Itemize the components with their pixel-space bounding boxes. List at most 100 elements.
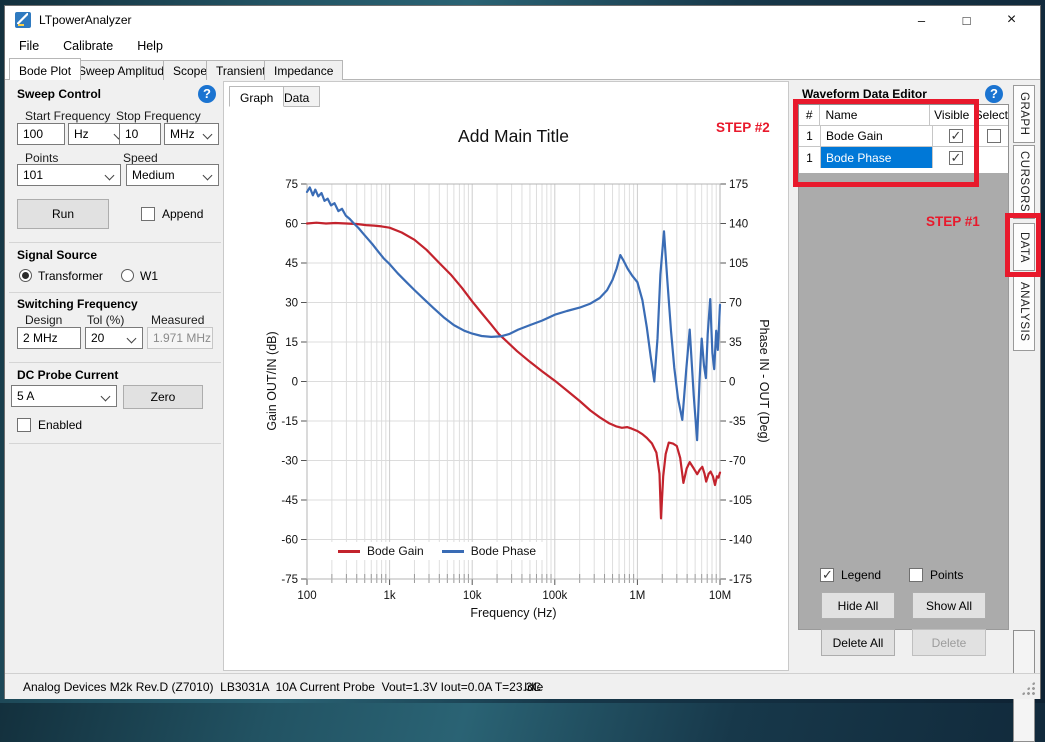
side-tab-data[interactable]: DATA [1013,223,1035,271]
tab-bode-plot[interactable]: Bode Plot [9,58,82,80]
close-icon[interactable]: × [1006,11,1017,28]
svg-text:140: 140 [729,219,748,231]
title-bar: LTpowerAnalyzer – □ × [5,6,1040,34]
svg-text:15: 15 [285,337,298,349]
row1-select-checkbox[interactable] [986,129,1001,143]
svg-text:10k: 10k [463,590,482,602]
menu-help[interactable]: Help [137,39,163,53]
y-axis-label-right: Phase IN - OUT (Deg) [757,319,771,443]
tab-graph[interactable]: Graph [229,86,285,107]
resize-grip-icon[interactable] [1020,680,1036,696]
svg-text:-140: -140 [729,535,752,547]
content-area: Sweep Control ? Start Frequency Stop Fre… [5,80,1041,742]
zero-button[interactable]: Zero [123,385,203,409]
delete-all-button[interactable]: Delete All [821,629,895,656]
tab-scope[interactable]: Scope [163,60,218,80]
bode-chart: 100 1k 10k 100k 1M 10M 75 60 45 30 15 0 -15 -30 -45 -60… [281,179,752,602]
switching-frequency-title: Switching Frequency [17,297,138,311]
speed-select[interactable]: Medium [126,164,219,186]
dc-current-select[interactable]: 5 A [11,385,117,407]
side-tab-graph[interactable]: GRAPH [1013,85,1035,143]
svg-text:10M: 10M [709,590,731,602]
menu-calibrate[interactable]: Calibrate [63,39,114,53]
chart-legend: Bode Gain Bode Phase [330,542,545,560]
svg-text:175: 175 [729,179,748,191]
minimize-icon[interactable]: – [917,12,926,28]
chart-title: Add Main Title [458,126,569,146]
points-checkbox[interactable] [909,568,923,582]
tab-data[interactable]: Data [273,86,321,107]
points-label: Points [25,151,59,165]
append-checkbox[interactable] [141,207,155,221]
step1-annotation-rect [1005,213,1041,277]
stop-frequency-input[interactable]: 10 [119,123,161,145]
svg-text:30: 30 [285,298,298,310]
tab-sweep-amplitude[interactable]: Sweep Amplitude [68,60,181,80]
svg-text:-175: -175 [729,574,752,586]
measured-field: 1.971 MHz [147,327,213,349]
tab-impedance[interactable]: Impedance [264,60,344,80]
delete-button[interactable]: Delete [912,629,986,656]
measured-label: Measured [151,313,205,327]
hide-all-button[interactable]: Hide All [821,592,895,619]
legend-phase-label: Bode Phase [470,544,537,558]
speed-label: Speed [123,151,158,165]
maximize-icon[interactable]: □ [962,12,971,28]
start-frequency-unit-select[interactable]: Hz [68,123,130,145]
transformer-radio[interactable] [19,269,32,282]
svg-text:0: 0 [729,377,735,389]
step1-annotation: STEP #1 [926,214,980,229]
col-num: # [799,105,821,125]
svg-text:45: 45 [285,258,298,270]
enabled-checkbox[interactable] [17,418,31,432]
enabled-label: Enabled [38,418,83,432]
waveform-help-icon[interactable]: ? [985,85,1003,103]
table-row[interactable]: 1 Bode Phase [799,147,1008,168]
stop-frequency-unit-select[interactable]: MHz [164,123,219,145]
row1-num: 1 [799,126,821,146]
window-title: LTpowerAnalyzer [39,13,132,27]
dc-probe-title: DC Probe Current [17,368,119,382]
points-checkbox-label: Points [930,568,964,582]
svg-text:100k: 100k [542,590,567,602]
tab-transient[interactable]: Transient [206,60,276,80]
col-select: Select [974,108,1008,122]
plot-panel: Graph Data Add Main Title 100 1k 10k 100k 1M… [223,81,789,671]
row2-name[interactable]: Bode Phase [821,147,933,168]
status-bar: Analog Devices M2k Rev.D (Z7010) LB3031A… [5,673,1040,699]
svg-text:-105: -105 [729,495,752,507]
status-device-info: Analog Devices M2k Rev.D (Z7010) LB3031A… [23,680,542,694]
row1-visible-checkbox[interactable] [948,128,963,144]
design-input[interactable]: 2 MHz [17,327,81,349]
run-button[interactable]: Run [17,199,109,229]
svg-text:70: 70 [729,298,742,310]
side-tab-analysis[interactable]: ANALYSIS [1013,273,1035,351]
svg-text:100: 100 [297,590,316,602]
main-tab-strip: Bode Plot Sweep Amplitude Scope Transien… [5,58,1040,80]
menu-file[interactable]: File [19,39,40,53]
svg-text:1M: 1M [629,590,645,602]
svg-text:-75: -75 [281,574,298,586]
waveform-table-empty-area [798,173,1009,630]
gain-line-swatch [338,549,360,553]
svg-text:-60: -60 [281,535,298,547]
sweep-help-icon[interactable]: ? [198,85,216,103]
tol-select[interactable]: 20 [85,327,143,349]
step2-annotation-rect [793,99,979,187]
row1-name[interactable]: Bode Gain [821,126,933,146]
append-label: Append [162,207,204,221]
show-all-button[interactable]: Show All [912,592,986,619]
svg-text:1k: 1k [384,590,396,602]
step2-annotation: STEP #2 [716,120,770,135]
w1-radio[interactable] [121,269,134,282]
legend-checkbox[interactable] [820,567,834,583]
points-select[interactable]: 101 [17,164,121,186]
side-tab-cursors[interactable]: CURSORS [1013,145,1035,219]
row1-select-cell [979,126,1008,146]
svg-text:0: 0 [292,377,298,389]
start-frequency-input[interactable]: 100 [17,123,65,145]
legend-gain-label: Bode Gain [367,544,424,558]
sweep-control-title: Sweep Control [17,87,102,101]
row2-visible-checkbox[interactable] [948,150,963,166]
tol-label: Tol (%) [87,313,125,327]
